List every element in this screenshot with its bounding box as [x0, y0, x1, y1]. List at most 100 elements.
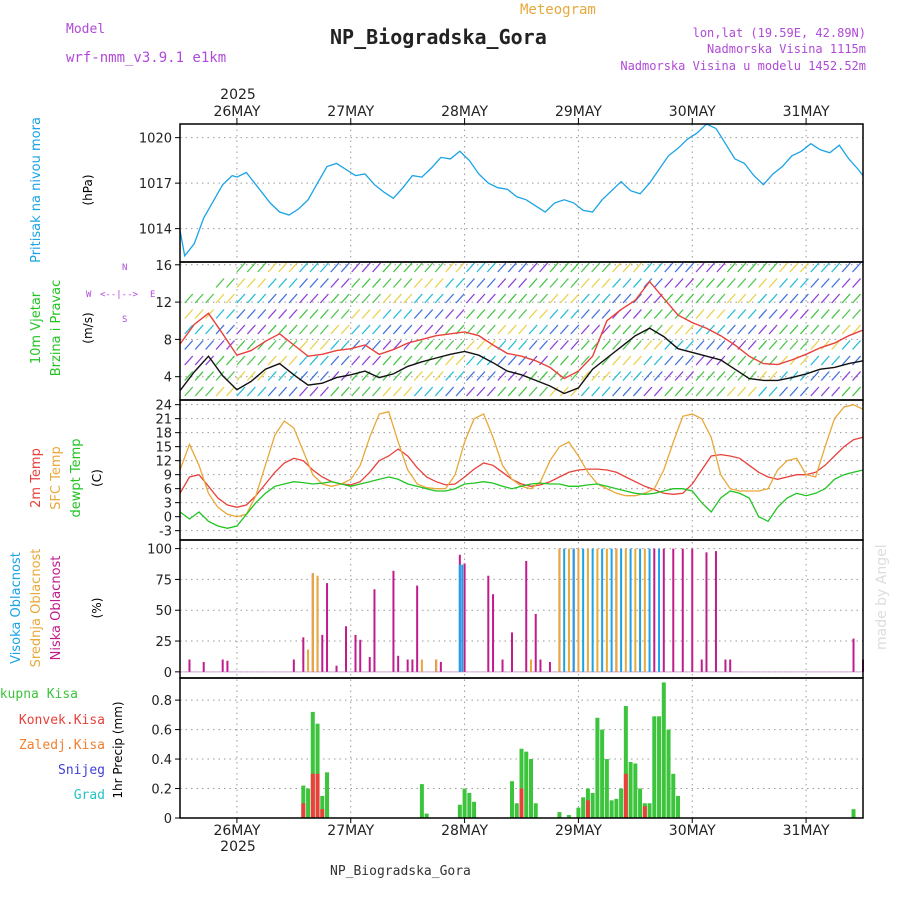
cloud-bar — [359, 639, 362, 672]
wind-barb — [737, 355, 747, 366]
cloud-bar — [691, 548, 694, 672]
wind-barb — [695, 340, 705, 350]
wind-barb — [507, 324, 517, 335]
wind-barb — [392, 278, 402, 288]
wind-barb — [455, 309, 465, 319]
wind-barb — [225, 324, 235, 335]
wind-barb — [799, 293, 809, 304]
wind-barb — [518, 262, 528, 273]
wind-barb — [737, 371, 747, 381]
wind-barb — [643, 293, 653, 304]
cloud-bar — [591, 548, 594, 672]
wind-barb — [685, 371, 695, 381]
wind-barb — [570, 340, 580, 350]
wind-barb — [267, 293, 277, 304]
cloud-bar — [487, 575, 490, 672]
wind-barb — [549, 309, 559, 319]
wind-barb — [194, 293, 204, 304]
wind-barb — [267, 324, 277, 335]
top-year: 2025 — [220, 87, 256, 103]
wind-barb — [351, 309, 361, 319]
wind-compass: N S W E <--|--> — [86, 263, 155, 325]
cloud-bar — [345, 626, 348, 672]
wind-barb — [653, 278, 663, 288]
wind-barb — [340, 309, 350, 319]
wind-barb — [643, 340, 653, 350]
wind-barb — [236, 262, 246, 273]
temp-series-line — [179, 469, 864, 529]
precip-bar — [519, 788, 524, 818]
wind-barb — [695, 293, 705, 304]
wind-barb — [215, 278, 225, 288]
wind-barb — [705, 340, 715, 350]
wind-barb — [549, 340, 559, 350]
wind-barb — [591, 324, 601, 335]
wind-barb — [716, 386, 726, 397]
wind-barb — [747, 293, 757, 304]
wind-barb — [340, 340, 350, 350]
wind-barb — [184, 324, 194, 335]
wind-barb — [726, 386, 736, 397]
wind-barb — [528, 262, 538, 273]
wind-barb — [779, 278, 789, 288]
wind-barb — [476, 340, 486, 350]
wind-barb — [455, 386, 465, 397]
bottom-day-label: 28MAY — [441, 823, 488, 839]
wind-barb — [309, 293, 319, 304]
wind-barb — [413, 340, 423, 350]
cloud-ytick-label: 0 — [164, 666, 172, 681]
wind-barb — [820, 355, 830, 366]
wind-barb — [465, 340, 475, 350]
wind-barb — [591, 262, 601, 273]
cloud-bar — [643, 548, 646, 672]
cloud-bar — [397, 655, 400, 672]
wind-barb — [612, 340, 622, 350]
wind-barb — [841, 262, 851, 273]
cloud-bar — [681, 548, 684, 672]
wind-barb — [194, 309, 204, 319]
wind-barb — [580, 278, 590, 288]
wind-barb — [455, 340, 465, 350]
pressure-title: Pritisak na nivou mora — [29, 117, 44, 263]
cloud-bar — [610, 548, 613, 672]
wind-barb — [622, 278, 632, 288]
wind-barb — [852, 293, 862, 304]
wind-barb — [434, 371, 444, 381]
cloud-bar — [335, 665, 338, 672]
wind-barb — [434, 262, 444, 273]
cloud-bar — [188, 659, 191, 672]
wind-barb — [831, 309, 841, 319]
wind-barb — [580, 355, 590, 366]
wind-barb — [779, 340, 789, 350]
cloud-bar — [354, 634, 357, 672]
wind-barb — [413, 262, 423, 273]
wind-barb — [622, 262, 632, 273]
precip-bar — [510, 781, 515, 818]
wind-barb — [299, 386, 309, 397]
wind-barb — [716, 262, 726, 273]
wind-barb — [206, 279, 214, 288]
wind-barb — [424, 340, 434, 350]
precip-bar — [325, 772, 330, 818]
wind-barb — [758, 278, 768, 288]
wind-barb — [372, 386, 382, 397]
wind-barb — [372, 262, 382, 273]
wind-barb — [351, 293, 361, 304]
precip-bar — [576, 807, 581, 818]
wind-barb — [685, 309, 695, 319]
wind-barb — [257, 293, 267, 304]
wind-barb — [852, 262, 862, 273]
wind-barb — [434, 324, 444, 335]
wind-barb — [319, 355, 329, 366]
wind-barb — [278, 293, 288, 304]
wind-barb — [685, 278, 695, 288]
temp2m-title: 2m Temp — [29, 448, 44, 508]
wind-barb — [455, 293, 465, 304]
wind-barb — [340, 386, 350, 397]
temp-ytick-label: -3 — [159, 525, 172, 540]
wind-barb — [685, 386, 695, 397]
wind-barb — [653, 340, 663, 350]
wind-barb — [831, 278, 841, 288]
wind-barb — [236, 371, 246, 381]
wind-barb — [246, 324, 256, 335]
